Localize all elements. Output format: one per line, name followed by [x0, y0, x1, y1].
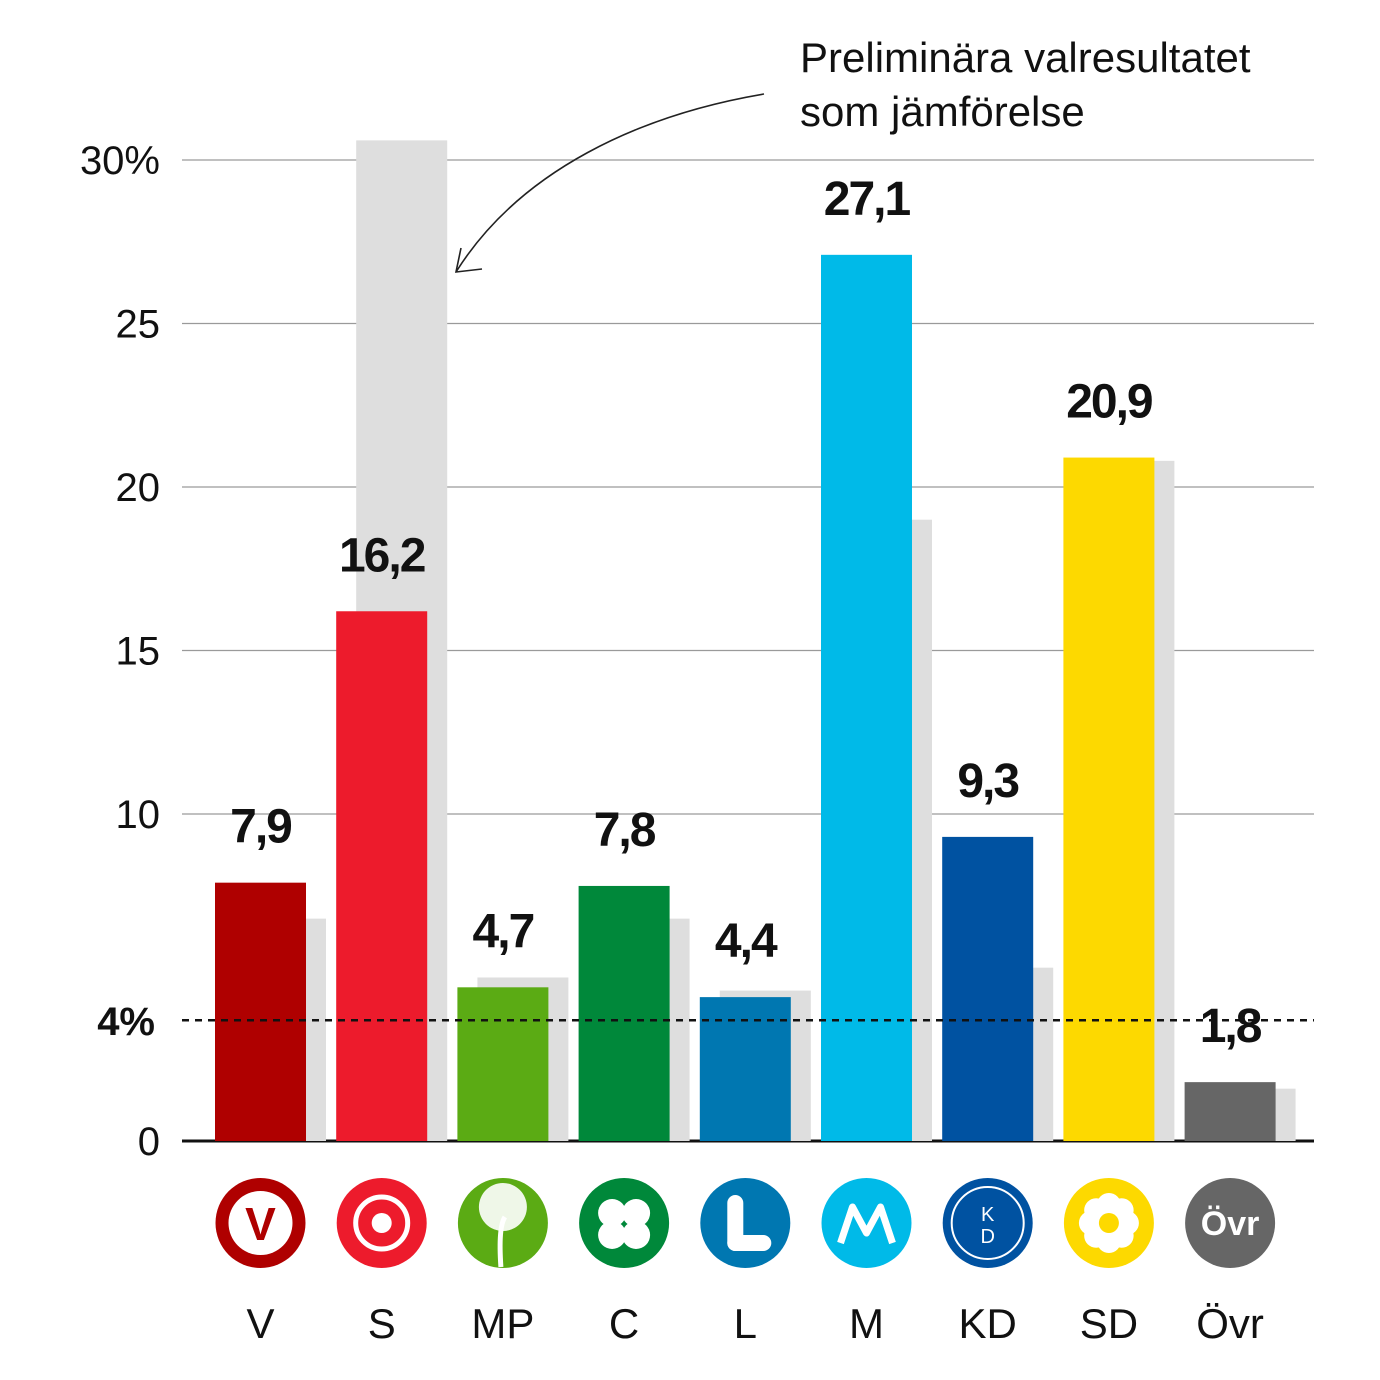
party-logos: V KD Övr [215, 1178, 1276, 1268]
category-label: V [246, 1300, 274, 1347]
logo-kd-ring [950, 1186, 1025, 1260]
annotation-line-1: Preliminära valresultatet [800, 34, 1251, 81]
category-label: MP [471, 1300, 534, 1347]
logo-kd-k: K [981, 1204, 995, 1226]
category-label: S [368, 1300, 396, 1347]
y-tick-label: 15 [116, 630, 161, 674]
category-label: Övr [1196, 1300, 1264, 1347]
bar [821, 254, 912, 1141]
bar [215, 882, 306, 1141]
annotation-arrowhead [454, 247, 483, 273]
category-labels: V S MP C L M KD SD Övr [246, 1300, 1263, 1347]
party-logo-m [821, 1178, 912, 1268]
party-logo-mp [457, 1178, 548, 1268]
value-label: 4,4 [715, 915, 778, 968]
poll-bars [215, 254, 1276, 1141]
party-logo-s [336, 1178, 427, 1268]
logo-circle [700, 1178, 791, 1268]
bar [578, 885, 670, 1141]
value-label: 1,8 [1200, 1000, 1262, 1053]
bar [699, 997, 791, 1141]
clover-icon [622, 1199, 651, 1227]
logo-m-icon [837, 1203, 896, 1245]
rose-icon [353, 1194, 411, 1252]
party-logo-kd: KD [942, 1178, 1033, 1268]
party-logo-l [700, 1178, 791, 1268]
bar [336, 611, 428, 1141]
anemone-center [1098, 1213, 1119, 1233]
logo-inner [228, 1191, 293, 1255]
category-label: KD [959, 1300, 1017, 1347]
value-label: 7,8 [594, 804, 656, 857]
y-tick-label: 30% [80, 139, 160, 183]
logo-circle [1185, 1178, 1276, 1268]
annotation-arrow [455, 93, 765, 273]
y-tick-label: 20 [116, 466, 161, 510]
bar [1184, 1082, 1276, 1141]
logo-letter: V [245, 1198, 276, 1250]
logo-circle [579, 1178, 670, 1268]
clover-icon [598, 1221, 627, 1249]
threshold-label: 4% [97, 1000, 155, 1044]
value-label: 4,7 [473, 905, 534, 958]
bar [1063, 457, 1155, 1141]
y-tick-label: 10 [116, 793, 161, 837]
category-label: C [609, 1300, 639, 1347]
dandelion-head [478, 1183, 527, 1231]
value-label: 7,9 [230, 801, 291, 854]
annotation: Preliminära valresultatet som jämförelse [454, 34, 1251, 273]
category-label: L [734, 1300, 757, 1347]
logo-ovr: Övr [1201, 1205, 1260, 1243]
y-tick-label: 25 [116, 303, 161, 347]
value-label: 9,3 [957, 755, 1018, 808]
value-label: 16,2 [339, 529, 425, 582]
category-label: SD [1080, 1300, 1138, 1347]
value-labels: 7,9 16,2 4,7 7,8 4,4 27,1 9,3 20,9 1,8 [230, 173, 1264, 1053]
category-label: M [849, 1300, 884, 1347]
rose-center [371, 1213, 392, 1233]
value-label: 27,1 [824, 173, 911, 226]
bar [942, 836, 1034, 1141]
annotation-line-2: som jämförelse [800, 88, 1085, 135]
bar [457, 987, 549, 1141]
logo-kd-d: D [980, 1226, 994, 1248]
clover-icon [598, 1199, 627, 1227]
clover-icon [622, 1221, 651, 1249]
logo-circle [821, 1178, 912, 1268]
value-label: 20,9 [1066, 376, 1152, 429]
party-logo-sd [1063, 1178, 1154, 1268]
logo-circle [942, 1178, 1033, 1268]
party-logo-c [579, 1178, 670, 1268]
party-logo-v: V [215, 1178, 306, 1268]
y-tick-label: 0 [138, 1120, 160, 1164]
party-logo-övr: Övr [1185, 1178, 1276, 1268]
threshold-line: 4% [97, 1000, 1314, 1044]
logo-l-foot [727, 1235, 772, 1251]
